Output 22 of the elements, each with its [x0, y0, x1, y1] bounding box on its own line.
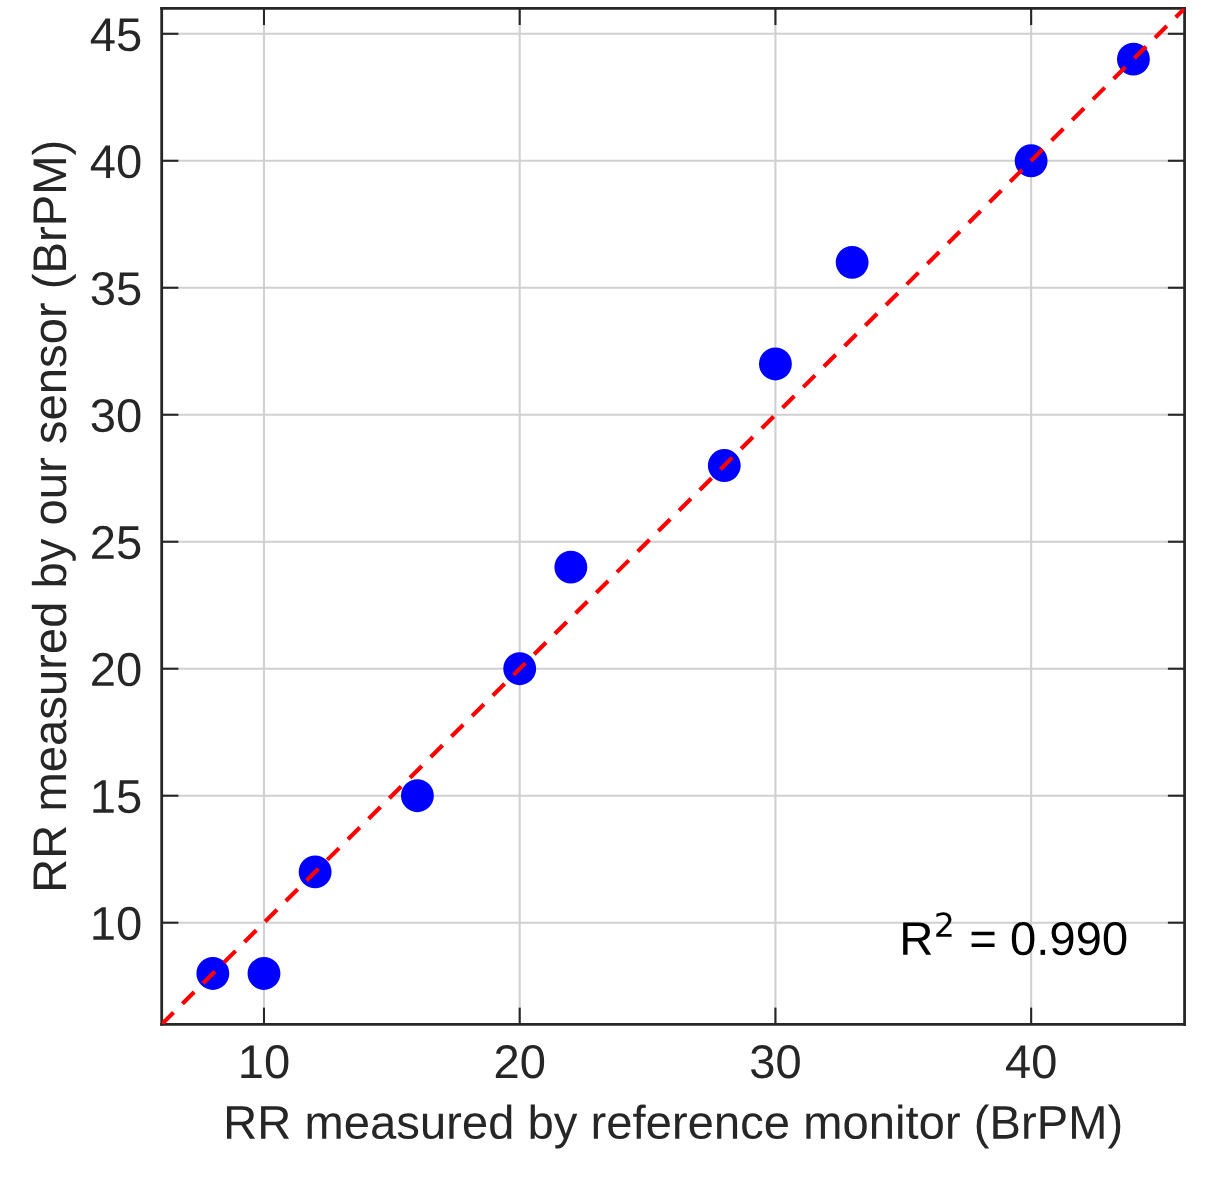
point [707, 449, 741, 482]
point [400, 779, 434, 813]
y-tick-label: 10 [93, 906, 141, 941]
point [247, 957, 281, 990]
y-tick-label: 30 [91, 398, 141, 433]
y-tick-label: 40 [90, 144, 141, 179]
annotation: R$^{2}$ = 0.990 [903, 912, 1127, 956]
y-tick-label: 15 [93, 780, 141, 814]
y-tick-label: 35 [91, 271, 141, 306]
y-tick-label: 25 [92, 525, 141, 560]
point [835, 245, 869, 279]
x-axis-title: RR measured by reference monitor (BrPM) [226, 1104, 1121, 1149]
y-axis-title: RR measured by our sensor (BrPM) [31, 142, 76, 890]
point [758, 347, 792, 381]
point [554, 550, 588, 584]
point [298, 855, 332, 889]
x-tick-label: 40 [1005, 1044, 1056, 1079]
x-tick-label: 30 [750, 1044, 800, 1079]
x-tick-label: 20 [495, 1044, 545, 1079]
x-tick-label: 10 [241, 1044, 289, 1079]
y-tick-label: 45 [90, 18, 141, 52]
y-tick-label: 20 [92, 652, 141, 687]
